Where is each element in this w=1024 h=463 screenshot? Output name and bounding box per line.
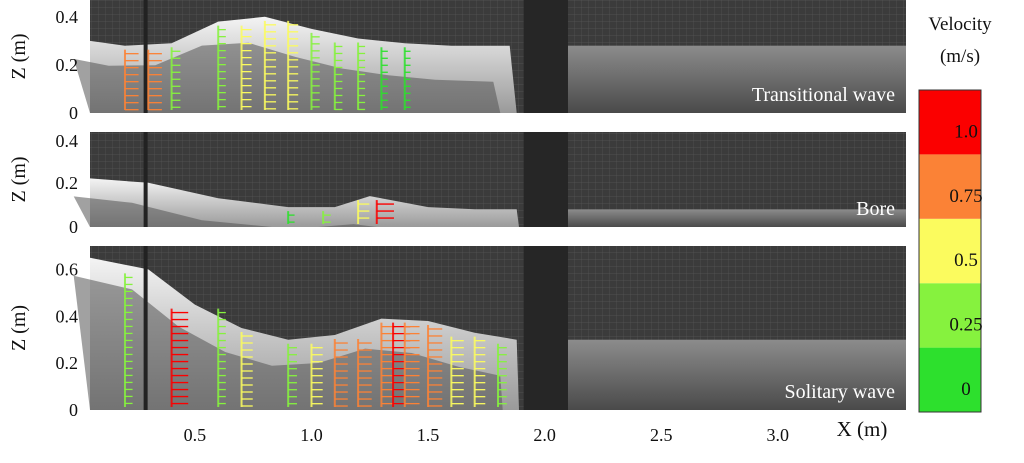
velocity-column [287,20,299,110]
velocity-column [240,25,252,110]
x-tick-label: 1.0 [300,425,323,445]
velocity-column [287,211,295,224]
colorbar-title-line1: Velocity [928,14,992,35]
colorbar-tick-label: 0.5 [954,250,978,271]
panel-label: Bore [856,198,895,220]
panel-label: Transitional wave [752,84,895,106]
velocity-column [497,343,507,407]
x-axis: X (m) 0.5 1.0 1.5 2.0 2.5 3.0 [184,417,888,445]
colorbar-tick-label: 0 [961,379,971,400]
colorbar: Velocity (m/s) 0 0.25 0.5 0.75 1.0 [918,14,992,413]
velocity-column [170,47,181,110]
panel-2: Bore Z (m) 0 0.2 0.4 [8,131,906,237]
x-tick-label: 2.5 [650,425,673,445]
velocity-column [333,42,343,111]
velocity-column [473,336,486,407]
colorbar-segment [919,347,981,412]
panel-1: Transitional wave Z (m) 0 0.2 0.4 [8,0,906,123]
velocity-column [333,339,348,407]
velocity-column [357,339,372,407]
velocity-column [147,49,162,111]
velocity-column [403,322,420,407]
wave-gauge-pole [143,132,148,227]
colorbar-frame [918,89,982,413]
y-tick-label: 0.2 [56,353,79,373]
velocity-column [123,49,139,111]
colorbar-tick-label: 0.75 [949,186,982,207]
velocity-column [263,20,277,110]
colorbar-tick-label: 0.25 [949,315,982,336]
y-tick-label: 0 [69,103,78,123]
velocity-column [240,332,253,407]
velocity-column [380,47,388,110]
y-tick-label: 0 [69,217,78,237]
y-axis-label: Z (m) [8,305,30,351]
wave-water-body [90,178,519,227]
velocity-column [450,336,464,407]
sediment-bed [73,196,519,227]
sediment-bed [73,275,519,410]
x-axis-label: X (m) [837,417,888,441]
gate-post [523,246,568,410]
x-tick-label: 3.0 [767,425,790,445]
velocity-column [170,308,189,407]
x-tick-label: 1.5 [417,425,440,445]
colorbar-tick-label: 1.0 [954,121,978,142]
y-axis-label: Z (m) [8,156,30,202]
colorbar-segment [919,90,981,155]
panel-3: Solitary wave Z (m) 0 0.2 0.4 0.6 [8,246,906,420]
gate-post [523,0,568,113]
velocity-column [403,47,411,110]
x-tick-label: 2.0 [533,425,556,445]
still-water [567,45,906,114]
colorbar-segment [919,154,981,219]
x-tick-label: 0.5 [184,425,207,445]
still-water [567,209,906,227]
velocity-column [217,25,226,110]
velocity-column [357,42,366,111]
y-tick-label: 0.4 [56,131,79,151]
panel-label: Solitary wave [784,381,895,403]
y-tick-label: 0.4 [56,306,79,326]
sediment-bed [73,42,517,113]
velocity-column [123,273,133,407]
y-tick-label: 0.4 [56,7,79,27]
y-tick-label: 0 [69,400,78,420]
gate-post [523,132,568,227]
y-tick-label: 0.2 [56,55,79,75]
velocity-column [322,211,331,224]
velocity-column [310,343,323,407]
y-axis-label: Z (m) [8,33,30,79]
wave-gauge-pole [143,0,148,113]
y-tick-label: 0.6 [56,259,79,279]
colorbar-title-line2: (m/s) [940,46,980,67]
velocity-column [217,308,226,407]
colorbar-segment [919,218,981,284]
still-water [567,339,906,410]
velocity-column [375,200,394,224]
velocity-column [310,32,320,110]
y-tick-label: 0.2 [56,173,79,193]
velocity-column [357,200,370,224]
colorbar-segment [919,283,981,348]
wave-gauge-pole [143,246,148,410]
velocity-column [287,343,297,407]
velocity-column [427,324,443,407]
